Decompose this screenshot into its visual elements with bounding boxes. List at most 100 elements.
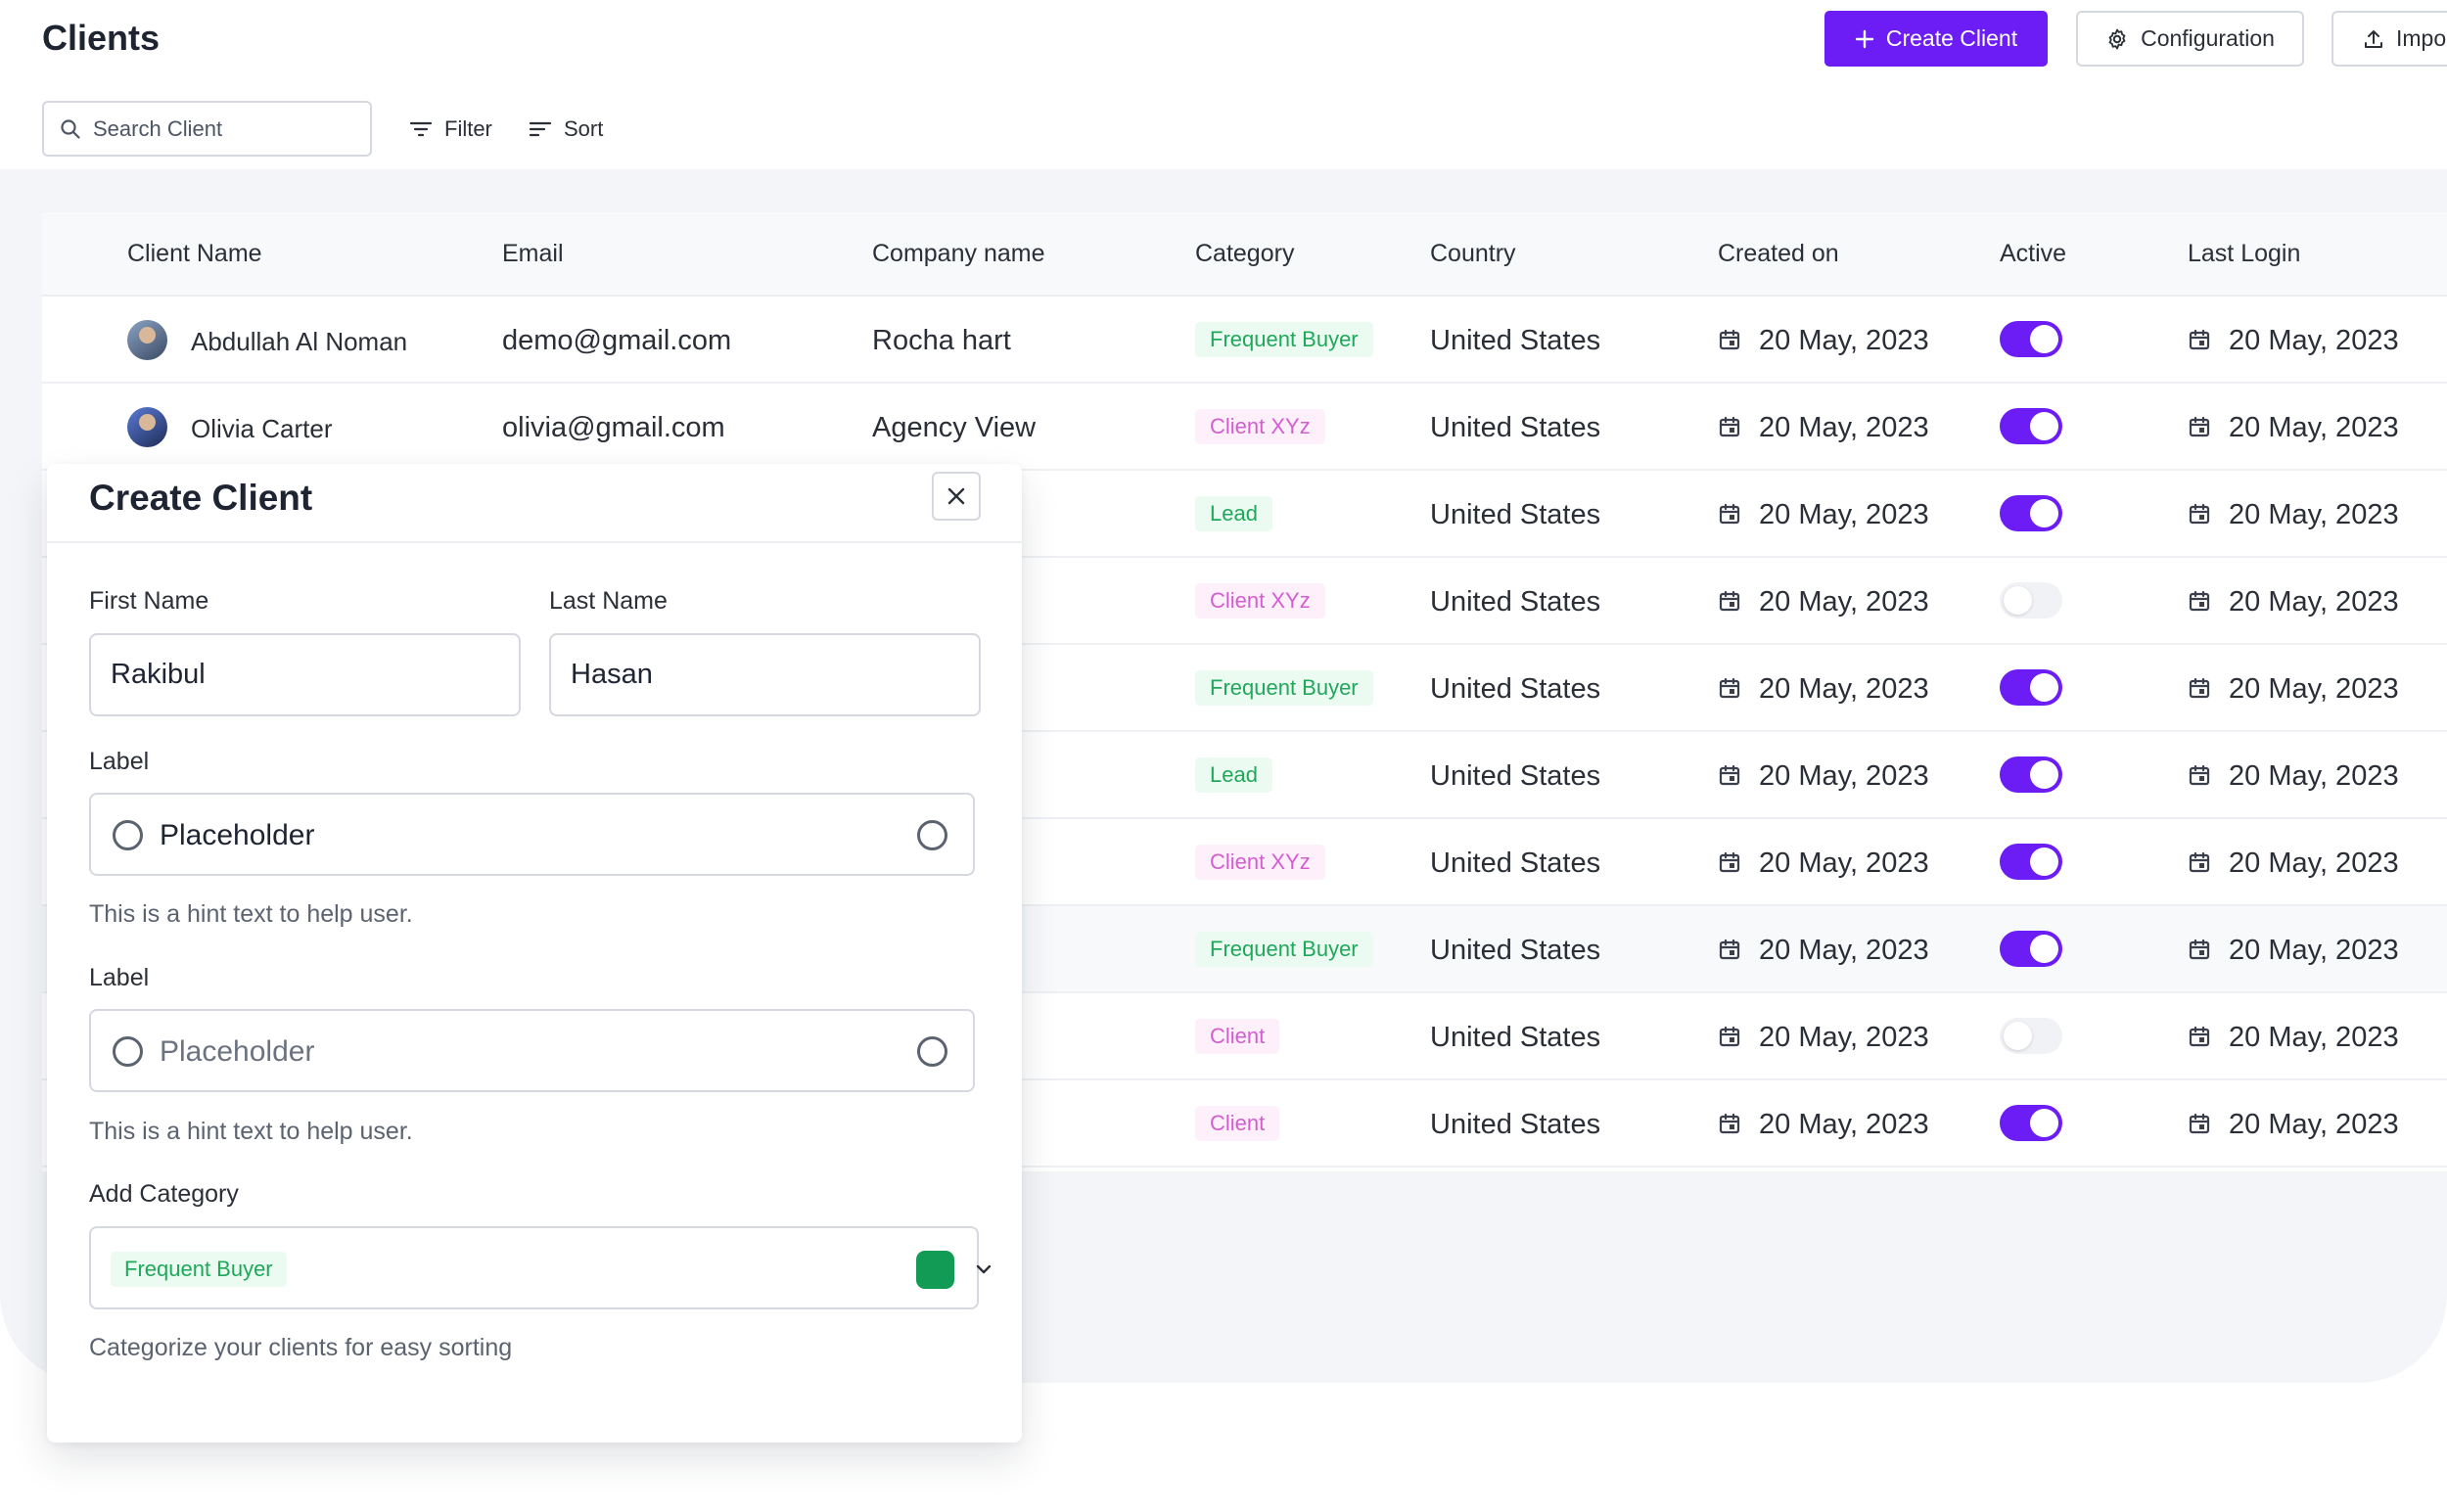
active-toggle[interactable] [2000, 669, 2062, 706]
calendar-icon [1718, 328, 1741, 351]
calendar-icon [2188, 328, 2211, 351]
filter-label: Filter [444, 116, 492, 141]
first-name-input[interactable]: Rakibul [89, 633, 521, 716]
calendar-icon [1718, 1025, 1741, 1048]
category-hint: Categorize your clients for easy sorting [89, 1334, 513, 1361]
active-toggle[interactable] [2000, 582, 2062, 619]
last-login: 20 May, 2023 [2229, 1109, 2399, 1140]
category-badge: Frequent Buyer [1195, 322, 1373, 357]
last-login: 20 May, 2023 [2229, 325, 2399, 356]
last-login: 20 May, 2023 [2229, 1022, 2399, 1053]
country: United States [1430, 935, 1601, 966]
country: United States [1430, 499, 1601, 530]
client-email: demo@gmail.com [502, 325, 732, 356]
column-last-login[interactable]: Last Login [2188, 240, 2301, 267]
category-badge: Frequent Buyer [1195, 932, 1373, 967]
active-toggle[interactable] [2000, 408, 2062, 444]
column-category[interactable]: Category [1195, 240, 1295, 267]
category-color-swatch[interactable] [916, 1251, 954, 1289]
category-select[interactable]: Frequent Buyer [89, 1226, 992, 1309]
active-toggle[interactable] [2000, 931, 2062, 967]
created-on: 20 May, 2023 [1759, 1109, 1929, 1140]
column-active[interactable]: Active [2000, 240, 2067, 267]
search-input[interactable]: Search Client [42, 101, 372, 157]
active-toggle[interactable] [2000, 495, 2062, 531]
close-icon [947, 487, 965, 505]
create-client-label: Create Client [1885, 25, 2018, 51]
country: United States [1430, 760, 1601, 792]
active-toggle[interactable] [2000, 321, 2062, 357]
last-login: 20 May, 2023 [2229, 499, 2399, 530]
created-on: 20 May, 2023 [1759, 760, 1929, 792]
active-toggle[interactable] [2000, 756, 2062, 793]
calendar-icon [1718, 1112, 1741, 1135]
last-login: 20 May, 2023 [2229, 586, 2399, 618]
calendar-icon [1718, 676, 1741, 700]
category-badge: Client XYz [1195, 845, 1325, 880]
country: United States [1430, 1022, 1601, 1053]
label-2: Label [89, 964, 150, 991]
modal-divider [47, 541, 1022, 543]
radio-icon [113, 820, 143, 850]
filter-button[interactable]: Filter [409, 112, 492, 147]
table-row[interactable]: Abdullah Al Noman demo@gmail.com Rocha har… [42, 297, 2447, 384]
close-button[interactable] [932, 472, 981, 521]
table-row[interactable]: Client United States 20 May, 2023 20 May, 2… [42, 993, 2447, 1080]
column-client-name[interactable]: Client Name [127, 240, 262, 267]
category-badge: Lead [1195, 496, 1272, 531]
column-company-name[interactable]: Company name [872, 240, 1045, 267]
filter-icon [409, 121, 433, 137]
upload-icon [2365, 29, 2382, 48]
created-on: 20 May, 2023 [1759, 325, 1929, 356]
category-badge: Frequent Buyer [1195, 670, 1373, 706]
last-name-input[interactable]: Hasan [549, 633, 981, 716]
column-created-on[interactable]: Created on [1718, 240, 1839, 267]
first-name-value: Rakibul [111, 659, 206, 690]
client-name: Abdullah Al Noman [191, 327, 408, 356]
plus-icon [1855, 29, 1874, 48]
gear-icon [2108, 28, 2126, 49]
calendar-icon [1718, 589, 1741, 613]
active-toggle[interactable] [2000, 1018, 2062, 1054]
hint-text-1: This is a hint text to help user. [89, 900, 413, 928]
label-1: Label [89, 748, 150, 775]
last-name-value: Hasan [571, 659, 653, 690]
last-login: 20 May, 2023 [2229, 412, 2399, 443]
configuration-label: Configuration [2141, 25, 2275, 51]
select-1[interactable]: Placeholder [89, 793, 975, 876]
column-country[interactable]: Country [1430, 240, 1516, 267]
calendar-icon [1718, 415, 1741, 438]
column-email[interactable]: Email [502, 240, 564, 267]
chevron-down-icon[interactable] [972, 1258, 995, 1281]
configuration-button[interactable]: Configuration [2076, 11, 2304, 67]
table-header: Client Name Email Company name Category … [42, 212, 2447, 297]
created-on: 20 May, 2023 [1759, 935, 1929, 966]
created-on: 20 May, 2023 [1759, 499, 1929, 530]
last-login: 20 May, 2023 [2229, 673, 2399, 705]
calendar-icon [2188, 676, 2211, 700]
hint-text-2: This is a hint text to help user. [89, 1118, 413, 1145]
last-login: 20 May, 2023 [2229, 760, 2399, 792]
created-on: 20 May, 2023 [1759, 848, 1929, 879]
created-on: 20 May, 2023 [1759, 673, 1929, 705]
category-badge: Client [1195, 1106, 1280, 1141]
calendar-icon [2188, 502, 2211, 526]
sort-icon [529, 121, 552, 137]
country: United States [1430, 325, 1601, 356]
client-name: Olivia Carter [191, 414, 333, 443]
select-2-placeholder: Placeholder [160, 1035, 315, 1068]
active-toggle[interactable] [2000, 844, 2062, 880]
create-client-button[interactable]: Create Client [1824, 11, 2048, 67]
country: United States [1430, 586, 1601, 618]
sort-button[interactable]: Sort [529, 112, 603, 147]
calendar-icon [2188, 850, 2211, 874]
calendar-icon [1718, 938, 1741, 961]
import-button[interactable]: Impo [2332, 11, 2447, 67]
select-2[interactable]: Placeholder [89, 1009, 975, 1092]
active-toggle[interactable] [2000, 1105, 2062, 1141]
table-row[interactable]: Olivia Carter olivia@gmail.com Agency View… [42, 384, 2447, 471]
